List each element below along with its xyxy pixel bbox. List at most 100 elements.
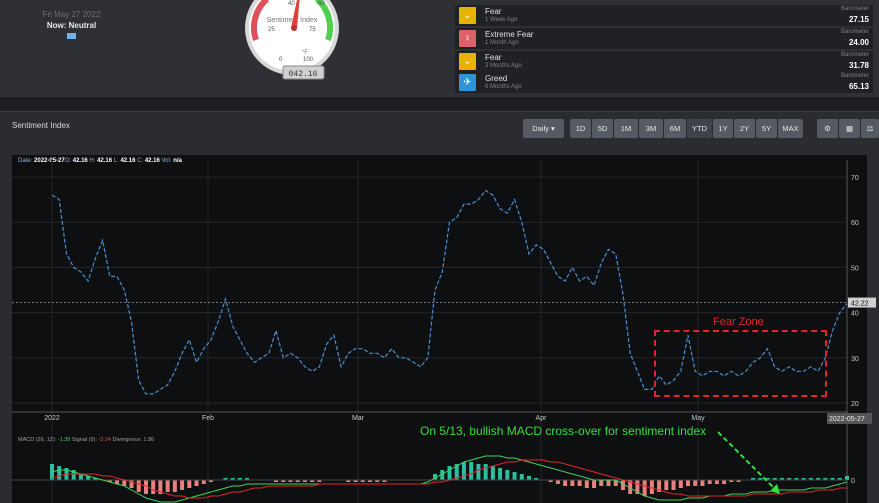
history-sub: 6 Months Ago — [485, 84, 522, 90]
macd-histogram-bar — [454, 464, 459, 480]
gauge-tick-75: 75 — [309, 27, 316, 33]
settings-icon[interactable]: ⚙ — [817, 119, 838, 138]
crossover-arrow — [717, 431, 777, 491]
range-button-5y[interactable]: 5Y — [756, 119, 777, 138]
macd-histogram-bar — [823, 478, 828, 480]
macd-histogram-bar — [483, 464, 488, 480]
x-tick-label: Mar — [352, 415, 365, 422]
sentiment-gauge: 25 75 0 100 40 60 Sentiment Index °F 042… — [245, 0, 339, 80]
macd-histogram-bar — [136, 480, 141, 492]
gauge-readout: 042.16 — [289, 70, 318, 79]
macd-histogram-bar — [664, 480, 669, 490]
history-row: ⌄ Fear 3 Months Ago Barometer 31.78 — [455, 51, 873, 72]
macd-histogram-bar — [143, 480, 148, 494]
gauge-tick-40: 40 — [288, 1, 295, 7]
interval-dropdown[interactable]: Daily ▾ — [523, 119, 564, 138]
last-date-label: 2022-05-27 — [829, 416, 865, 423]
summary-now: Now: Neutral — [46, 21, 97, 30]
macd-histogram-bar — [158, 480, 163, 494]
macd-histogram-bar — [765, 478, 770, 480]
macd-histogram-bar — [555, 480, 560, 484]
chevron-down-icon: ⌄ — [459, 53, 476, 70]
macd-histogram-bar — [794, 478, 799, 480]
macd-histogram-bar — [368, 480, 372, 482]
macd-legend: MACD (26, 12): -1.39 Signal (9): -3.24 D… — [18, 437, 155, 443]
macd-histogram-bar — [657, 480, 662, 492]
macd-histogram-bar — [527, 476, 531, 480]
macd-histogram-bar — [577, 480, 582, 486]
signal-line — [51, 459, 847, 499]
macd-histogram-bar — [678, 480, 683, 488]
range-button-1m[interactable]: 1M — [614, 119, 638, 138]
macd-histogram-bar — [584, 480, 589, 488]
macd-histogram-bar — [151, 480, 156, 494]
macd-histogram-bar — [599, 480, 604, 486]
macd-histogram-bar — [93, 478, 98, 480]
chart-area[interactable]: Date: 2022-05-27O: 42.16 H: 42.16 L: 42.… — [12, 155, 867, 503]
macd-histogram-bar — [360, 480, 365, 482]
macd-histogram-bar — [519, 474, 524, 480]
macd-histogram-bar — [274, 480, 279, 482]
history-row: ✈ Greed 6 Months Ago Barometer 65.13 — [455, 72, 873, 93]
macd-histogram-bar — [707, 480, 712, 484]
summary-panel: Fri May 27 2022 Now: Neutral — [0, 0, 215, 97]
macd-histogram-bar — [165, 480, 170, 492]
range-button-2y[interactable]: 2Y — [734, 119, 755, 138]
macd-histogram-bar — [346, 480, 351, 482]
x-tick-label: Feb — [202, 415, 214, 422]
macd-histogram-bar — [714, 480, 719, 484]
macd-histogram-bar — [729, 480, 734, 482]
macd-histogram-bar — [512, 472, 517, 480]
macd-histogram-bar — [115, 480, 120, 484]
flag-icon — [67, 33, 76, 39]
range-button-1y[interactable]: 1Y — [713, 119, 733, 138]
macd-histogram-bar — [592, 480, 597, 488]
range-button-6m[interactable]: 6M — [664, 119, 686, 138]
macd-histogram-bar — [548, 480, 553, 482]
range-button-max[interactable]: MAX — [778, 119, 803, 138]
caret-down-icon: ▾ — [551, 124, 555, 133]
y-tick-label: 70 — [851, 175, 859, 182]
history-row: ♀ Extreme Fear 1 Month Ago Barometer 24.00 — [455, 28, 873, 49]
macd-histogram-bar — [310, 480, 315, 482]
macd-histogram-bar — [751, 478, 756, 480]
macd-histogram-bar — [223, 478, 228, 480]
macd-histogram-bar — [845, 476, 849, 480]
last-value-label: 42.22 — [851, 301, 869, 308]
macd-histogram-bar — [837, 478, 842, 480]
macd-histogram-bar — [758, 478, 763, 480]
gauge-tick-0: 0 — [279, 57, 283, 63]
compare-icon[interactable]: ⚖ — [861, 119, 879, 138]
macd-histogram-bar — [209, 480, 213, 482]
y-tick-label: 30 — [851, 356, 859, 363]
gauge-panel: 25 75 0 100 40 60 Sentiment Index °F 042… — [215, 0, 452, 97]
macd-histogram-bar — [129, 480, 134, 488]
macd-histogram-bar — [628, 480, 633, 494]
range-button-1d[interactable]: 1D — [570, 119, 591, 138]
range-button-ytd[interactable]: YTD — [687, 119, 712, 138]
range-button-3m[interactable]: 3M — [639, 119, 663, 138]
macd-histogram-bar — [816, 478, 821, 480]
macd-histogram-bar — [245, 478, 250, 480]
macd-histogram-bar — [302, 480, 307, 482]
calculator-icon[interactable]: ▦ — [839, 119, 860, 138]
history-sub: 1 Week Ago — [485, 17, 518, 23]
last-value-badge — [848, 297, 876, 308]
x-tick-label: Apr — [536, 415, 548, 422]
macd-histogram-bar — [122, 480, 127, 486]
y-tick-label: 60 — [851, 220, 859, 227]
macd-histogram-bar — [187, 480, 192, 488]
macd-histogram-bar — [736, 480, 741, 482]
macd-histogram-bar — [505, 470, 510, 480]
last-date-badge — [827, 413, 872, 424]
macd-histogram-bar — [570, 480, 575, 486]
macd-histogram-bar — [57, 466, 62, 480]
crossover-annotation: On 5/13, bullish MACD cross-over for sen… — [420, 424, 707, 438]
macd-histogram-bar — [237, 478, 242, 480]
history-sub: 3 Months Ago — [485, 63, 522, 69]
range-button-5d[interactable]: 5D — [592, 119, 613, 138]
macd-histogram-bar — [382, 480, 387, 482]
chevron-down-icon: ⌄ — [459, 7, 476, 24]
